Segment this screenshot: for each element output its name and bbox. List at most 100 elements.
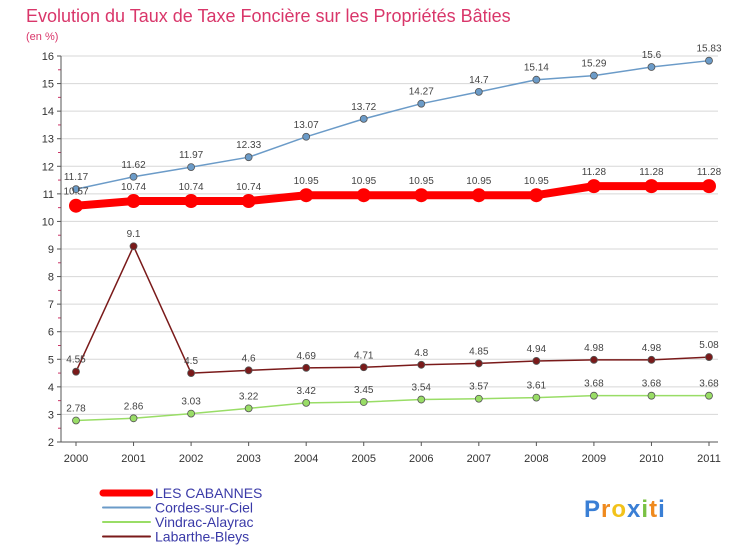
chart-title: Evolution du Taux de Taxe Foncière sur l… bbox=[26, 6, 511, 26]
data-point-vindrac-alayrac bbox=[417, 395, 426, 404]
logo-letter: P bbox=[584, 496, 601, 523]
data-point-vindrac-alayrac bbox=[244, 404, 253, 413]
x-tick-label: 2002 bbox=[179, 453, 203, 465]
data-point-vindrac-alayrac bbox=[187, 409, 195, 418]
data-label-les-cabannes: 10.74 bbox=[236, 182, 261, 193]
data-label-vindrac-alayrac: 3.68 bbox=[584, 379, 604, 390]
data-point-cordes-sur-ciel bbox=[532, 75, 541, 84]
data-label-cordes-sur-ciel: 13.07 bbox=[294, 120, 319, 131]
data-label-vindrac-alayrac: 3.03 bbox=[181, 397, 201, 408]
data-label-vindrac-alayrac: 3.42 bbox=[296, 386, 316, 397]
data-point-vindrac-alayrac bbox=[72, 416, 80, 425]
x-tick-labels: 2000 2001 2002 2003 2004 2005 2006 2007 2008 2009… bbox=[64, 442, 721, 465]
data-label-vindrac-alayrac: 3.61 bbox=[527, 381, 547, 392]
x-tick-label: 2006 bbox=[409, 453, 433, 465]
data-point-cordes-sur-ciel bbox=[302, 132, 311, 141]
y-tick-label: 15 bbox=[42, 79, 54, 91]
data-label-vindrac-alayrac: 2.86 bbox=[124, 401, 144, 412]
y-tick-label: 8 bbox=[48, 272, 54, 284]
data-point-les-cabannes bbox=[69, 198, 83, 213]
x-tick-label: 2004 bbox=[294, 453, 318, 465]
data-label-labarthe-bleys: 5.08 bbox=[699, 340, 719, 351]
data-label-cordes-sur-ciel: 13.72 bbox=[351, 102, 376, 113]
y-tick-label: 6 bbox=[48, 327, 54, 339]
logo-letter: t bbox=[649, 496, 658, 523]
data-label-les-cabannes: 11.28 bbox=[582, 167, 607, 178]
legend-label: Cordes-sur-Ciel bbox=[155, 500, 253, 516]
proxiti-logo: Proxiti bbox=[584, 496, 666, 523]
x-tick-label: 2007 bbox=[467, 453, 491, 465]
data-point-les-cabannes bbox=[529, 188, 544, 203]
data-label-cordes-sur-ciel: 11.97 bbox=[179, 150, 204, 161]
x-tick-label: 2003 bbox=[236, 453, 260, 465]
series-line-les-cabannes bbox=[72, 182, 713, 210]
y-tick-label: 4 bbox=[48, 382, 54, 394]
data-label-cordes-sur-ciel: 11.17 bbox=[64, 172, 89, 183]
x-tick-label: 2005 bbox=[351, 453, 375, 465]
data-point-vindrac-alayrac bbox=[302, 398, 311, 407]
data-point-les-cabannes bbox=[184, 194, 199, 209]
data-point-les-cabannes bbox=[241, 194, 256, 209]
y-tick-label: 9 bbox=[48, 244, 54, 256]
legend: LES CABANNESCordes-sur-CielVindrac-Alayr… bbox=[99, 485, 262, 545]
data-point-vindrac-alayrac bbox=[590, 391, 598, 400]
data-point-les-cabannes bbox=[586, 179, 601, 194]
data-point-cordes-sur-ciel bbox=[417, 99, 426, 108]
data-point-les-cabannes bbox=[356, 188, 371, 203]
data-point-labarthe-bleys bbox=[187, 369, 195, 377]
data-point-cordes-sur-ciel bbox=[647, 63, 656, 71]
data-label-layer: 2.78 2.86 3.03 3.22 3.42 3.45 3.54 3.57 3.61 3.68… bbox=[63, 44, 721, 415]
x-tick-label: 2009 bbox=[582, 453, 606, 465]
data-point-cordes-sur-ciel bbox=[244, 153, 253, 162]
data-label-cordes-sur-ciel: 14.27 bbox=[409, 87, 434, 98]
y-tick-label: 13 bbox=[42, 134, 54, 146]
legend-label: Vindrac-Alayrac bbox=[155, 514, 254, 530]
series-line-vindrac-alayrac bbox=[75, 394, 710, 422]
y-tick-label: 16 bbox=[42, 51, 54, 63]
y-tick-label: 2 bbox=[48, 437, 54, 449]
legend-label: LES CABANNES bbox=[155, 485, 262, 501]
logo-letter: r bbox=[601, 496, 611, 523]
data-label-labarthe-bleys: 4.8 bbox=[414, 348, 428, 359]
data-label-les-cabannes: 10.74 bbox=[179, 182, 204, 193]
logo-letter: o bbox=[611, 496, 627, 523]
logo-letter: i bbox=[641, 496, 649, 523]
data-label-les-cabannes: 10.95 bbox=[466, 176, 491, 187]
data-label-vindrac-alayrac: 3.68 bbox=[642, 379, 662, 390]
data-label-cordes-sur-ciel: 12.33 bbox=[236, 140, 261, 151]
y-axis-label: (en %) bbox=[26, 31, 58, 43]
y-tick-label: 5 bbox=[48, 354, 54, 366]
data-label-les-cabannes: 10.95 bbox=[524, 176, 549, 187]
data-point-vindrac-alayrac bbox=[705, 391, 713, 400]
y-tick-label: 12 bbox=[42, 161, 54, 173]
data-label-les-cabannes: 11.28 bbox=[639, 167, 664, 178]
axes bbox=[60, 56, 718, 443]
series-layer bbox=[69, 56, 716, 425]
data-point-labarthe-bleys bbox=[129, 242, 138, 251]
data-point-les-cabannes bbox=[414, 188, 429, 203]
x-tick-label: 2011 bbox=[697, 453, 721, 465]
data-point-cordes-sur-ciel bbox=[129, 172, 138, 181]
data-point-vindrac-alayrac bbox=[647, 391, 656, 400]
data-label-labarthe-bleys: 4.98 bbox=[584, 343, 604, 354]
data-label-labarthe-bleys: 4.98 bbox=[642, 343, 662, 354]
data-label-les-cabannes: 10.95 bbox=[351, 176, 376, 187]
y-tick-label: 14 bbox=[42, 106, 54, 118]
data-label-cordes-sur-ciel: 14.7 bbox=[469, 75, 489, 86]
data-label-labarthe-bleys: 4.6 bbox=[242, 353, 256, 364]
data-point-vindrac-alayrac bbox=[474, 394, 483, 403]
data-label-labarthe-bleys: 4.69 bbox=[296, 351, 316, 362]
data-label-vindrac-alayrac: 3.54 bbox=[412, 383, 432, 394]
data-point-les-cabannes bbox=[644, 179, 659, 194]
data-point-vindrac-alayrac bbox=[532, 393, 541, 402]
data-label-les-cabannes: 10.95 bbox=[294, 176, 319, 187]
data-label-labarthe-bleys: 4.94 bbox=[527, 344, 547, 355]
y-tick-label: 10 bbox=[42, 216, 54, 228]
data-point-les-cabannes bbox=[471, 188, 486, 203]
data-point-cordes-sur-ciel bbox=[474, 87, 483, 96]
data-label-les-cabannes: 10.74 bbox=[121, 182, 146, 193]
data-label-les-cabannes: 11.28 bbox=[697, 167, 722, 178]
gridlines bbox=[57, 55, 718, 443]
data-label-les-cabannes: 10.95 bbox=[409, 176, 434, 187]
